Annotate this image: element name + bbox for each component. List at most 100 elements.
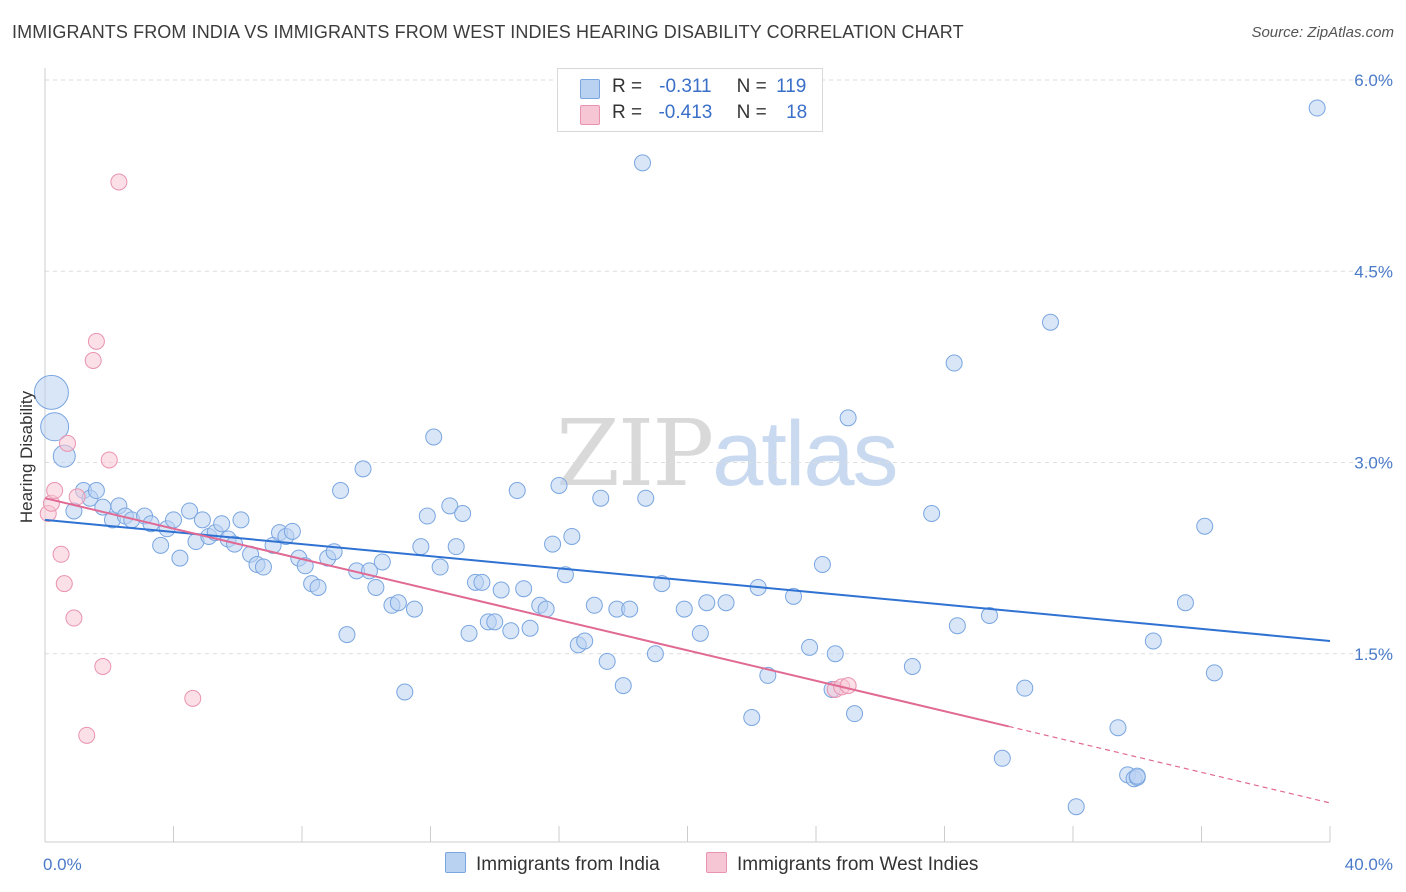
legend-west-indies-stats: R = -0.413 N = 18 bbox=[612, 102, 807, 124]
india-point bbox=[948, 617, 966, 635]
india-point bbox=[309, 578, 327, 596]
india-point bbox=[515, 580, 533, 598]
india-n-value: 119 bbox=[776, 76, 807, 97]
india-point bbox=[447, 538, 465, 556]
india-point bbox=[691, 624, 709, 642]
india-point bbox=[405, 600, 423, 618]
india-point bbox=[425, 428, 443, 446]
india-point bbox=[1176, 594, 1194, 612]
west-indies-point bbox=[55, 575, 73, 593]
india-point bbox=[367, 578, 385, 596]
wi-n-label: N = bbox=[736, 102, 767, 123]
india-point bbox=[544, 535, 562, 553]
india-point bbox=[563, 527, 581, 545]
india-point bbox=[993, 749, 1011, 767]
india-point bbox=[743, 709, 761, 726]
india-point bbox=[646, 645, 664, 663]
trend-lines bbox=[44, 497, 1331, 804]
india-point bbox=[1196, 517, 1214, 535]
west-indies-point bbox=[839, 677, 857, 695]
india-point bbox=[181, 502, 199, 520]
india-point bbox=[508, 482, 526, 500]
india-point bbox=[585, 596, 603, 614]
india-point bbox=[473, 573, 491, 591]
west-indies-point bbox=[110, 173, 128, 191]
bottom-wi-swatch bbox=[706, 852, 727, 873]
india-point bbox=[87, 482, 105, 500]
india-point bbox=[193, 511, 211, 529]
west-indies-point bbox=[58, 434, 76, 452]
grid-lines bbox=[45, 79, 1390, 655]
india-point bbox=[813, 556, 831, 573]
india-point bbox=[675, 600, 693, 618]
india-point bbox=[213, 515, 231, 533]
india-point bbox=[759, 666, 777, 684]
india-point bbox=[801, 638, 819, 656]
india-point bbox=[431, 558, 449, 576]
west-indies-point bbox=[94, 658, 112, 675]
india-point bbox=[785, 587, 803, 605]
west-indies-point bbox=[87, 332, 105, 350]
india-point bbox=[839, 409, 857, 427]
west-indies-swatch bbox=[580, 105, 600, 125]
y-tick-label: 6.0% bbox=[1354, 71, 1393, 90]
bottom-india-swatch bbox=[445, 852, 466, 873]
india-point bbox=[923, 505, 941, 522]
bottom-india-label: Immigrants from India bbox=[476, 854, 660, 875]
wi-r-label: R = bbox=[612, 102, 643, 123]
india-point bbox=[389, 594, 407, 612]
west-indies-trend-line bbox=[44, 497, 1009, 728]
india-point bbox=[418, 507, 436, 525]
bottom-wi-label: Immigrants from West Indies bbox=[737, 854, 979, 875]
india-point bbox=[1128, 767, 1146, 785]
india-point bbox=[598, 652, 616, 670]
india-n-label: N = bbox=[736, 76, 767, 97]
india-point bbox=[576, 632, 594, 650]
india-points bbox=[33, 99, 1326, 816]
india-swatch bbox=[580, 79, 600, 99]
y-axis-title: Hearing Disability bbox=[17, 390, 36, 523]
india-point bbox=[1205, 664, 1223, 682]
wi-n-value: 18 bbox=[786, 102, 808, 123]
india-r-label: R = bbox=[612, 76, 643, 97]
india-point bbox=[1042, 313, 1060, 331]
india-point bbox=[1067, 798, 1085, 816]
india-point bbox=[653, 575, 671, 593]
india-point bbox=[40, 412, 70, 442]
india-point bbox=[826, 645, 844, 663]
india-point bbox=[903, 658, 921, 675]
india-point bbox=[1144, 632, 1162, 650]
watermark: ZIPatlas bbox=[556, 400, 899, 507]
west-indies-points bbox=[39, 173, 857, 744]
india-point bbox=[945, 354, 963, 372]
india-point bbox=[717, 594, 735, 612]
india-point bbox=[846, 705, 864, 723]
bottom-legend-india: Immigrants from India bbox=[445, 852, 660, 876]
india-point bbox=[502, 622, 520, 640]
india-point bbox=[592, 489, 610, 507]
x-tick-label: 0.0% bbox=[43, 855, 82, 874]
india-point bbox=[460, 624, 478, 642]
india-point bbox=[550, 476, 568, 494]
india-point bbox=[1016, 679, 1034, 697]
west-indies-point bbox=[65, 609, 83, 627]
west-indies-point bbox=[46, 482, 64, 500]
wi-r-value: -0.413 bbox=[658, 102, 713, 123]
west-indies-trend-extension bbox=[1008, 725, 1331, 804]
india-point bbox=[492, 581, 510, 599]
west-indies-point bbox=[68, 488, 86, 506]
axes bbox=[44, 68, 1331, 843]
india-trend-line bbox=[44, 518, 1331, 642]
india-point bbox=[556, 566, 574, 584]
bottom-legend-west-indies: Immigrants from West Indies bbox=[706, 852, 978, 876]
india-point bbox=[637, 489, 655, 507]
india-point bbox=[621, 600, 639, 618]
india-point bbox=[332, 482, 350, 500]
west-indies-point bbox=[84, 352, 102, 369]
india-point bbox=[373, 553, 391, 571]
india-point bbox=[698, 594, 716, 612]
west-indies-point bbox=[52, 545, 70, 563]
india-point bbox=[396, 683, 414, 701]
india-point bbox=[232, 511, 250, 529]
